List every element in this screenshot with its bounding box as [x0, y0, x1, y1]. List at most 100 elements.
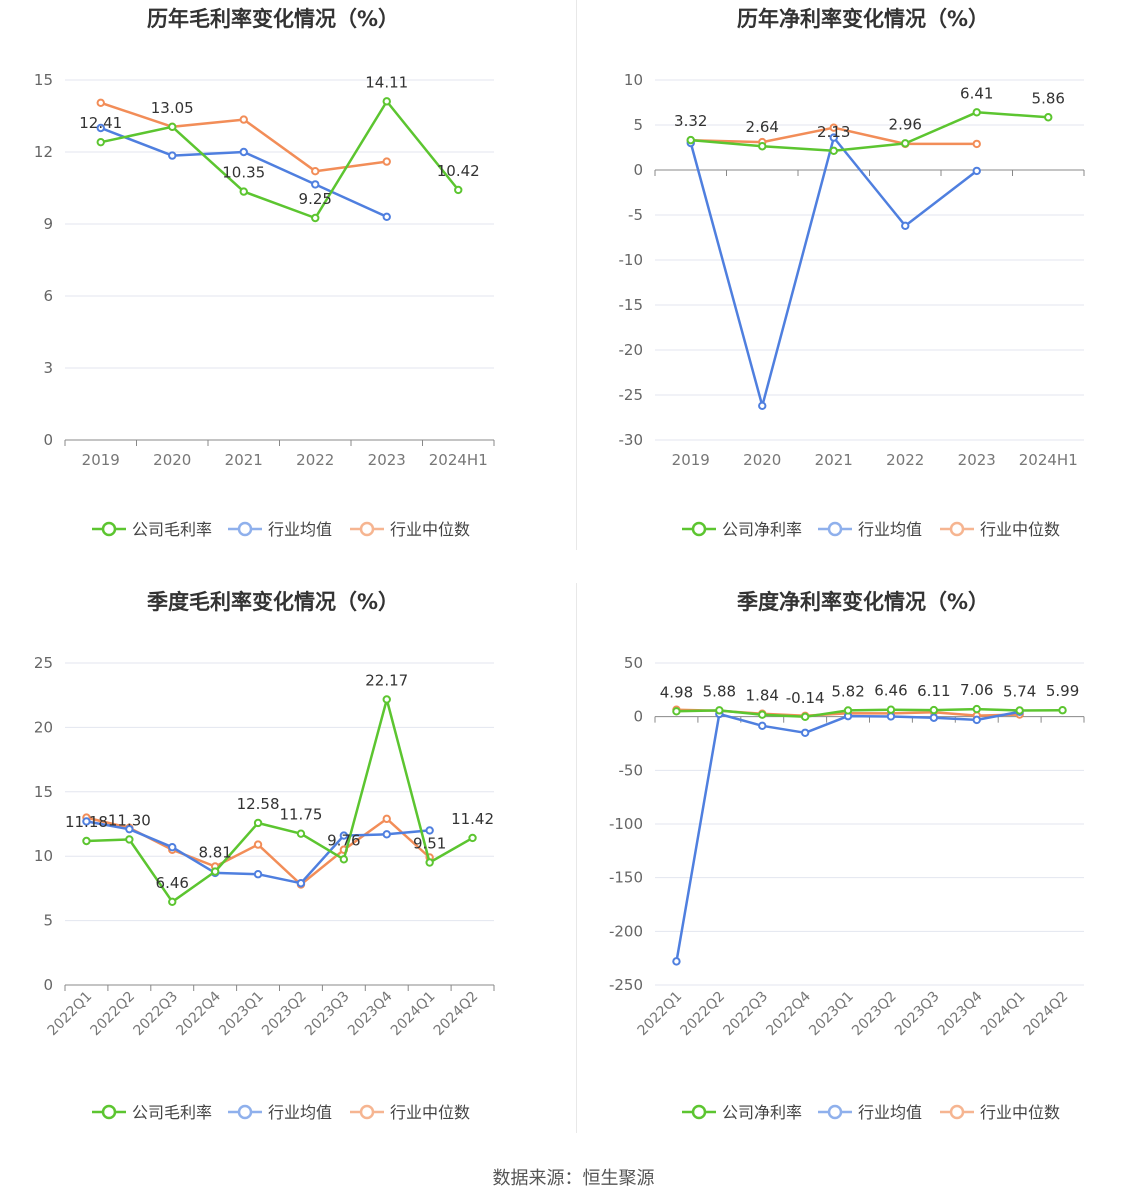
data-label: 6.46: [874, 682, 907, 700]
legend-label: 行业均值: [858, 1103, 922, 1122]
data-point: [96, 98, 105, 108]
legend-marker: [691, 521, 707, 537]
data-label: 2.96: [889, 115, 922, 133]
data-point: [253, 840, 263, 849]
legend-label: 行业中位数: [980, 520, 1060, 539]
legend-marker: [359, 521, 375, 537]
legend-marker: [949, 1104, 965, 1120]
data-label: 11.18: [65, 813, 108, 831]
y-tick-label: 3: [43, 359, 53, 377]
data-point: [96, 123, 105, 133]
data-point: [1044, 113, 1053, 122]
data-label: 5.99: [1046, 682, 1079, 700]
data-label: 3.32: [674, 112, 707, 130]
data-label: -0.14: [786, 689, 825, 707]
y-tick-label: -20: [619, 341, 644, 359]
legend-label: 公司毛利率: [132, 520, 212, 539]
data-point: [253, 818, 263, 828]
legend-label: 行业均值: [268, 1103, 332, 1122]
data-point: [929, 705, 939, 715]
series-line: [100, 100, 460, 220]
data-label: 22.17: [365, 671, 408, 689]
data-point: [382, 212, 391, 222]
data-point: [82, 836, 91, 846]
data-label: 12.58: [237, 795, 280, 813]
x-tick-label: 2023Q2: [259, 989, 310, 1040]
y-tick-label: 5: [633, 116, 643, 134]
data-label: 11.75: [279, 806, 322, 824]
data-point: [1058, 706, 1067, 715]
data-point: [972, 108, 981, 117]
data-label: 10.35: [222, 164, 265, 182]
data-label: 9.51: [413, 835, 446, 853]
data-label: 5.74: [1003, 683, 1036, 701]
x-tick-label: 2024Q1: [388, 989, 439, 1040]
chart-title: 季度毛利率变化情况（%）: [147, 590, 399, 614]
data-label: 6.11: [917, 682, 950, 700]
y-tick-label: 10: [624, 71, 643, 89]
x-tick-label: 2024Q2: [1021, 989, 1072, 1040]
x-tick-label: 2023Q3: [892, 989, 943, 1040]
x-tick-label: 2022Q2: [678, 989, 729, 1040]
data-label: 4.98: [660, 683, 693, 701]
x-tick-label: 2022Q3: [130, 989, 181, 1040]
x-tick-label: 2021: [815, 451, 853, 469]
y-tick-label: 12: [34, 143, 53, 161]
x-tick-label: 2019: [82, 451, 120, 469]
y-tick-label: 0: [43, 976, 53, 994]
data-point: [829, 123, 838, 132]
data-point: [382, 695, 391, 704]
legend-marker: [101, 1104, 117, 1120]
legend-label: 公司毛利率: [132, 1103, 212, 1122]
y-tick-label: 50: [624, 654, 643, 672]
legend-marker: [691, 1104, 707, 1120]
x-tick-label: 2024H1: [429, 451, 488, 469]
data-point: [901, 139, 910, 148]
x-tick-label: 2022: [296, 451, 334, 469]
y-tick-label: -100: [609, 815, 643, 833]
x-tick-label: 2023Q4: [935, 988, 986, 1039]
legend-marker: [949, 521, 965, 537]
y-tick-label: -5: [628, 206, 643, 224]
data-point: [168, 151, 177, 160]
data-point: [758, 710, 767, 719]
data-label: 5.88: [703, 682, 736, 700]
data-point: [672, 707, 681, 716]
x-tick-label: 2023: [368, 451, 406, 469]
x-tick-label: 2023Q4: [345, 988, 396, 1039]
chart-svg: 季度毛利率变化情况（%） 0 5 10 15 20 25 2022Q12022Q22022Q3…: [34, 590, 495, 1122]
data-source-caption: 数据来源：恒生聚源: [492, 1168, 655, 1189]
x-tick-label: 2022Q1: [45, 989, 96, 1040]
legend-label: 行业均值: [858, 520, 922, 539]
data-point: [929, 713, 939, 722]
data-point: [758, 401, 767, 410]
data-point: [339, 855, 349, 864]
y-tick-label: 15: [34, 783, 53, 801]
data-label: 14.11: [365, 73, 408, 91]
data-point: [800, 712, 810, 722]
data-point: [382, 97, 391, 106]
x-tick-label: 2022: [886, 451, 924, 469]
data-point: [972, 166, 981, 176]
data-label: 11.30: [108, 811, 151, 829]
chart-annual-net-margin: 历年净利率变化情况（%） -30 -25 -20 -15 -10 -5 0 5 10 2019 202…: [590, 0, 1147, 560]
chart-quarterly-net-margin: 季度净利率变化情况（%） -250 -200 -150 -100 -50 0 50 2022Q1…: [590, 583, 1147, 1143]
data-point: [168, 897, 177, 906]
y-tick-label: 10: [34, 847, 53, 865]
data-point: [382, 157, 391, 166]
data-point: [239, 115, 248, 124]
x-tick-label: 2023Q1: [216, 989, 267, 1040]
legend-label: 公司净利率: [722, 1103, 802, 1122]
x-tick-label: 2024Q1: [978, 989, 1029, 1040]
chart-title: 历年毛利率变化情况（%）: [147, 7, 399, 31]
data-label: 9.76: [327, 831, 360, 849]
y-tick-label: 25: [34, 654, 53, 672]
chart-quarterly-gross-margin: 季度毛利率变化情况（%） 0 5 10 15 20 25 2022Q1 2022Q2 2022Q3…: [0, 583, 560, 1143]
data-point: [758, 142, 767, 151]
series-line: [675, 710, 1020, 962]
data-point: [239, 147, 248, 157]
y-tick-label: -200: [609, 922, 643, 940]
data-label: 9.25: [299, 190, 332, 208]
chart-title: 历年净利率变化情况（%）: [737, 7, 989, 31]
data-point: [168, 122, 177, 132]
